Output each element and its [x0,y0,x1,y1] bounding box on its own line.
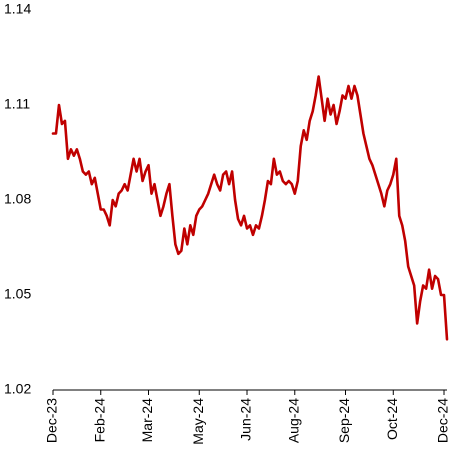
x-tick-label: Dec-24 [435,398,451,443]
y-tick-label: 1.08 [4,191,31,207]
y-tick-label: 1.02 [4,381,31,397]
x-tick-label: Oct-24 [384,398,400,440]
line [51,75,449,341]
x-tick-label: Dec-23 [44,398,60,443]
x-tick-label: Sep-24 [336,398,352,443]
x-tick-label: Aug-24 [285,398,301,443]
x-tick-label: Mar-24 [139,398,155,443]
x-tick-label: Feb-24 [91,398,107,443]
x-tick-label: May-24 [190,398,206,445]
y-tick-label: 1.14 [4,1,31,17]
x-tick-label: Jun-24 [238,398,254,441]
y-tick-label: 1.11 [4,96,30,112]
y-tick-label: 1.05 [4,286,31,302]
